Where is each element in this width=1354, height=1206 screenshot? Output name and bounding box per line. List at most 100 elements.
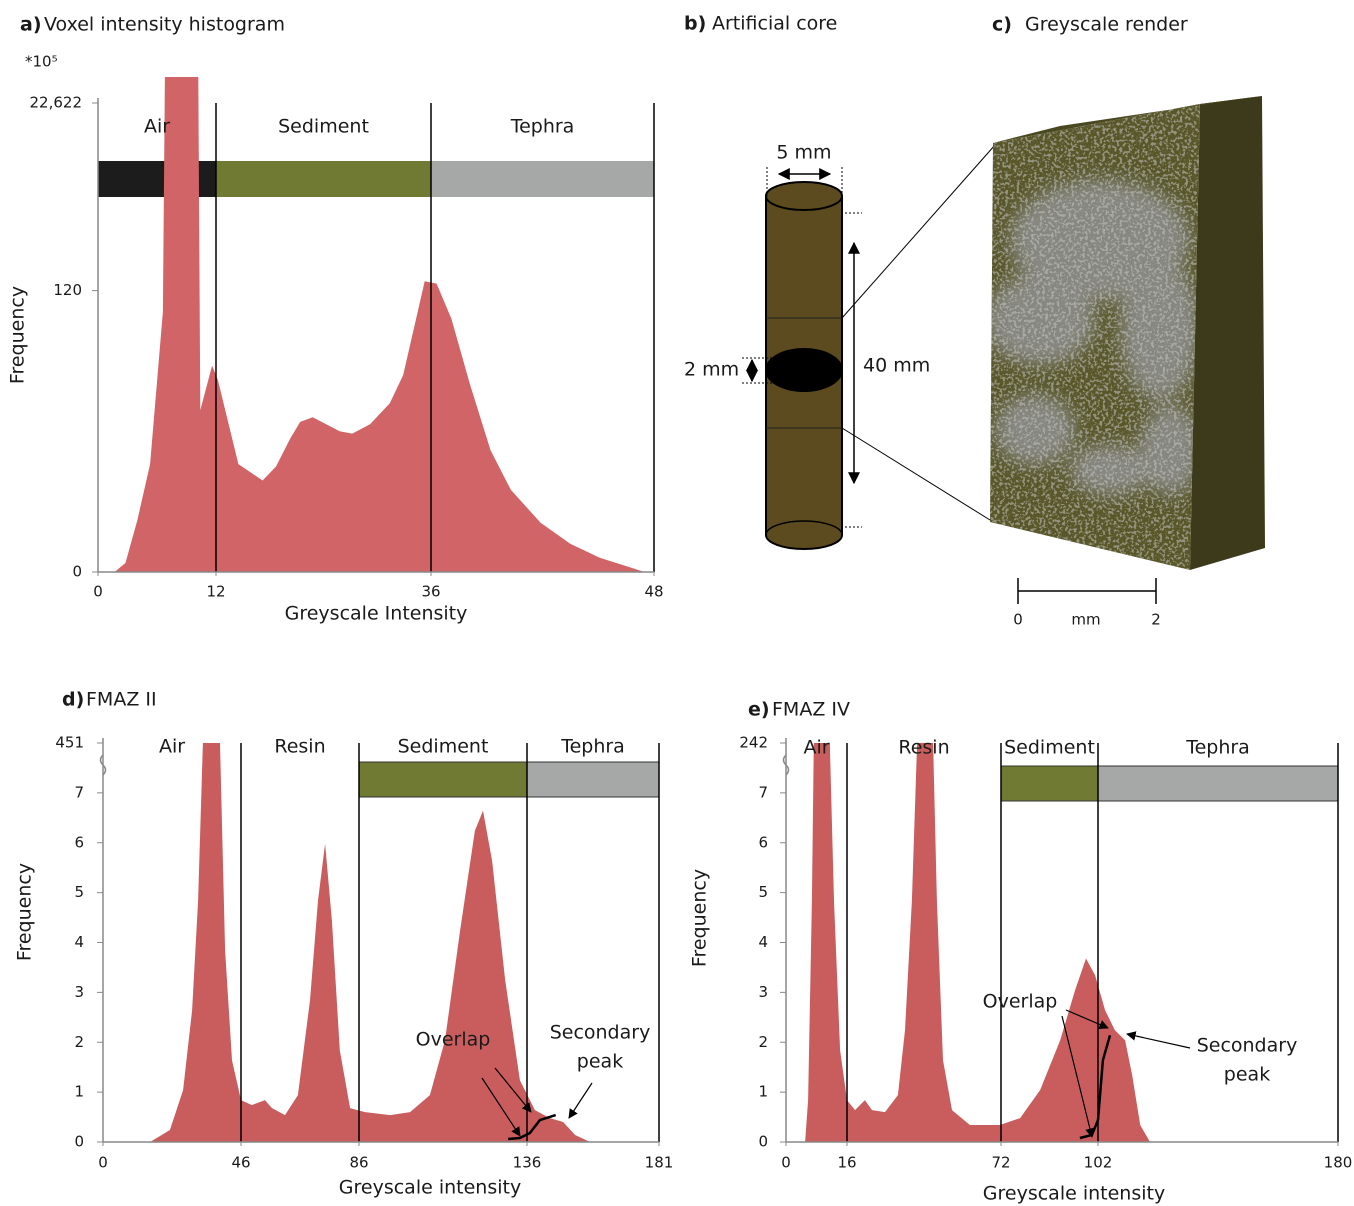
annotation-arrow (481, 1077, 521, 1137)
y-tick-label: 2 (758, 1033, 768, 1051)
annotation: Secondary (1197, 1035, 1298, 1057)
y-tick-label: 7 (758, 783, 768, 801)
x-tick-label: 48 (644, 583, 663, 601)
region-label: Resin (274, 736, 325, 758)
y-tick-label: 451 (55, 734, 84, 752)
core-slice (765, 348, 843, 392)
panel-title: FMAZ II (86, 689, 157, 711)
x-tick-label: 0 (98, 1154, 108, 1172)
region-label: Air (159, 736, 185, 758)
dimension-label: 5 mm (776, 142, 831, 164)
annotation: peak (577, 1051, 623, 1073)
x-axis-title: Greyscale Intensity (285, 603, 468, 625)
x-axis-title: Greyscale intensity (983, 1183, 1165, 1205)
region-label: Resin (898, 737, 949, 759)
block-side (1190, 96, 1265, 570)
panel-label: e) (748, 699, 770, 721)
panel-b: b) Artificial core 5 mm 40 mm 2 mm (684, 13, 996, 550)
region-label: Tephra (560, 736, 625, 758)
area (150, 743, 591, 1142)
x-tick-label: 102 (1084, 1154, 1113, 1172)
annotation-arrow (1065, 1009, 1109, 1030)
y-tick-label: 4 (74, 933, 84, 951)
y-tick-label: 7 (74, 783, 84, 801)
y-tick-label: 5 (74, 883, 84, 901)
y-tick-label: 6 (74, 833, 84, 851)
y-tick-label: 3 (758, 983, 768, 1001)
annotation-arrow (494, 1067, 532, 1113)
region-band (526, 761, 660, 798)
annotation: Secondary (550, 1022, 651, 1044)
y-tick-label: 0 (74, 1133, 84, 1151)
panel-label: c) (992, 14, 1012, 36)
y-axis-title: Frequency (7, 286, 29, 384)
y-multiplier: *10⁵ (25, 53, 58, 71)
annotation-arrow (568, 1082, 593, 1119)
dimension-label: 2 mm (684, 359, 739, 381)
core-top (765, 181, 843, 211)
area (114, 77, 645, 572)
x-tick-label: 180 (1324, 1154, 1353, 1172)
y-tick-label: 1 (74, 1083, 84, 1101)
region-label: Tephra (1185, 737, 1250, 759)
y-axis-title: Frequency (689, 869, 711, 967)
region-label: Tephra (510, 116, 575, 138)
region-label: Sediment (1004, 737, 1095, 759)
axis-break (782, 754, 790, 776)
panel-title: Greyscale render (1025, 14, 1188, 36)
y-tick-label: 1 (758, 1083, 768, 1101)
y-tick-label: 3 (74, 983, 84, 1001)
panel-label: a) (20, 14, 42, 36)
x-axis-title: Greyscale intensity (339, 1177, 521, 1199)
annotation: peak (1224, 1064, 1270, 1086)
area (805, 743, 1150, 1142)
x-tick-label: 16 (837, 1154, 856, 1172)
x-tick-label: 86 (349, 1154, 368, 1172)
y-tick-label: 2 (74, 1033, 84, 1051)
annotation: Overlap (416, 1029, 491, 1051)
axis-break (99, 754, 107, 776)
annotation-arrow (1061, 1015, 1095, 1138)
connector (841, 144, 996, 319)
panel-title: FMAZ IV (772, 699, 850, 721)
x-tick-label: 12 (206, 583, 225, 601)
scale-label: 2 (1151, 611, 1161, 629)
chart-panel: a) Voxel intensity histogram *10⁵ Air Sedime… (7, 14, 664, 625)
y-tick-label: 4 (758, 933, 768, 951)
region-band (358, 761, 528, 798)
x-tick-label: 46 (231, 1154, 250, 1172)
panel-c: c) Greyscale render 0 mm 2 (990, 14, 1265, 629)
chart-panel: d) FMAZ II Air Resin Sediment Tephra 0 1 2 3 4 5 6 7 4… (14, 689, 674, 1199)
scale-unit: mm (1071, 611, 1100, 629)
region-band (431, 161, 654, 197)
connector (841, 427, 991, 521)
panel-label: d) (62, 689, 84, 711)
x-tick-label: 181 (645, 1154, 674, 1172)
x-tick-label: 36 (421, 583, 440, 601)
region-label: Sediment (278, 116, 369, 138)
panel-title: Voxel intensity histogram (44, 14, 285, 36)
block-texture (990, 104, 1200, 570)
x-tick-label: 136 (513, 1154, 542, 1172)
region-band (1097, 765, 1339, 802)
region-label: Sediment (398, 736, 489, 758)
line (508, 1113, 557, 1141)
region-band (216, 161, 431, 197)
x-tick-label: 72 (991, 1154, 1010, 1172)
y-tick-label: 0 (758, 1133, 768, 1151)
y-tick-label: 242 (739, 734, 768, 752)
x-tick-label: 0 (781, 1154, 791, 1172)
dimension-label: 40 mm (863, 355, 930, 377)
y-tick-label: 0 (72, 563, 82, 581)
y-tick-label: 120 (53, 281, 82, 299)
region-label: Air (803, 737, 829, 759)
y-tick-label: 5 (758, 883, 768, 901)
region-band (1000, 765, 1099, 802)
annotation: Overlap (983, 991, 1058, 1013)
region-label: Air (144, 116, 170, 138)
annotation-arrow (1126, 1031, 1191, 1049)
y-tick-label: 6 (758, 833, 768, 851)
panel-title: Artificial core (712, 13, 837, 35)
